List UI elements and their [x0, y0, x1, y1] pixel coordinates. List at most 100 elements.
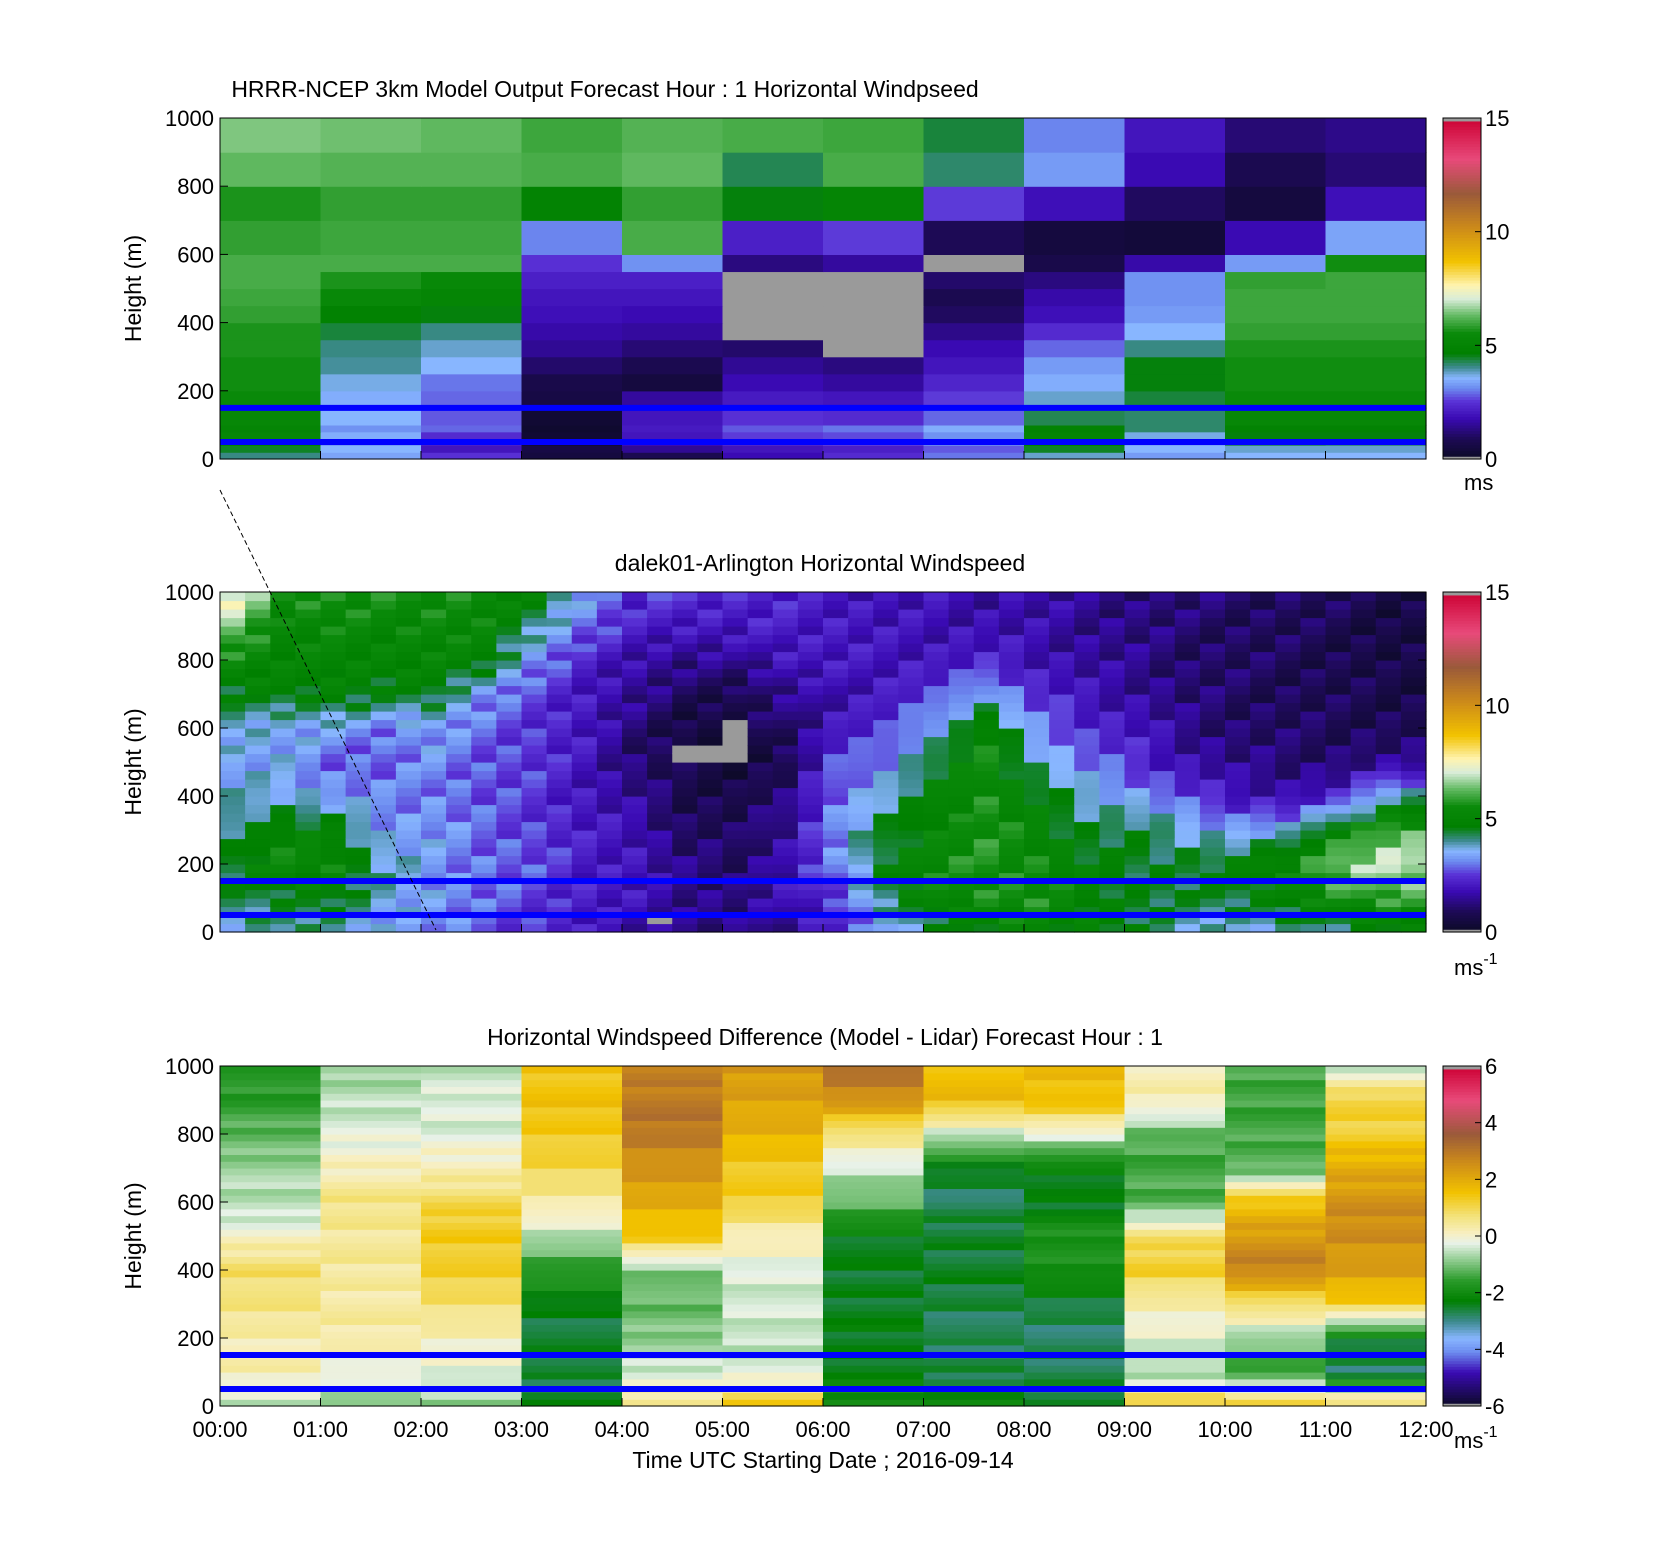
heatmap-cell	[1199, 592, 1226, 602]
heatmap-cell	[1225, 923, 1251, 933]
heatmap-cell	[1225, 1120, 1327, 1128]
heatmap-cell	[848, 906, 874, 916]
heatmap-cell	[722, 702, 749, 712]
heatmap-cell	[1124, 889, 1151, 899]
colorbar-segment	[1443, 796, 1481, 800]
heatmap-cell	[1074, 813, 1100, 823]
heatmap-cell	[823, 830, 849, 840]
heatmap-cell	[772, 923, 799, 933]
heatmap-cell	[521, 804, 548, 814]
heatmap-cell	[1024, 1181, 1126, 1189]
heatmap-cell	[1275, 702, 1301, 712]
heatmap-cell	[848, 796, 874, 806]
heatmap-cell	[395, 694, 422, 704]
heatmap-cell	[320, 1079, 422, 1087]
heatmap-cell	[1325, 1283, 1427, 1291]
heatmap-cell	[622, 1365, 724, 1373]
heatmap-cell	[772, 685, 799, 695]
heatmap-cell	[823, 1079, 925, 1087]
heatmap-cell	[1149, 796, 1176, 806]
colorbar-tick-label: 15	[1485, 106, 1509, 131]
heatmap-cell	[345, 906, 372, 916]
heatmap-cell	[948, 668, 975, 678]
heatmap-cell	[1350, 779, 1377, 789]
heatmap-cell	[1325, 1290, 1427, 1298]
heatmap-cell	[622, 1079, 724, 1087]
heatmap-cell	[923, 728, 950, 738]
heatmap-cell	[220, 651, 246, 661]
heatmap-cell	[823, 889, 849, 899]
heatmap-cell	[998, 770, 1025, 780]
heatmap-cell	[370, 711, 397, 721]
heatmap-cell	[1199, 634, 1226, 644]
colorbar-segment	[1443, 135, 1481, 139]
heatmap-cell	[1375, 923, 1402, 933]
colorbar-segment	[1443, 251, 1481, 255]
heatmap-cell	[1350, 906, 1377, 916]
heatmap-cell	[898, 804, 925, 814]
heatmap-cell	[1124, 1399, 1226, 1407]
colorbar-segment	[1443, 174, 1481, 179]
colorbar-segment	[1443, 1097, 1481, 1101]
heatmap-cell	[923, 872, 950, 882]
heatmap-cell	[521, 923, 548, 933]
heatmap-cell	[1174, 745, 1201, 755]
heatmap-cell	[973, 651, 1000, 661]
colorbar-segment	[1443, 231, 1481, 236]
heatmap-cell	[697, 796, 724, 806]
heatmap-cell	[320, 1304, 422, 1312]
heatmap-cell	[1325, 1256, 1427, 1264]
heatmap-cell	[1300, 838, 1327, 848]
heatmap-cell	[245, 830, 271, 840]
heatmap-cell	[823, 1093, 925, 1101]
heatmap-cell	[672, 813, 698, 823]
heatmap-cell	[722, 452, 824, 460]
heatmap-cell	[571, 600, 598, 610]
heatmap-cell	[848, 864, 874, 874]
heatmap-cell	[295, 728, 322, 738]
heatmap-cell	[1350, 762, 1377, 772]
heatmap-cell	[747, 779, 774, 789]
heatmap-cell	[546, 711, 573, 721]
heatmap-cell	[1099, 770, 1126, 780]
heatmap-cell	[697, 898, 724, 908]
heatmap-cell	[446, 677, 472, 687]
heatmap-cell	[1325, 431, 1427, 440]
heatmap-cell	[1375, 872, 1402, 882]
heatmap-cell	[546, 770, 573, 780]
colorbar-segment	[1443, 662, 1481, 667]
heatmap-cell	[1225, 719, 1251, 729]
heatmap-cell	[672, 668, 698, 678]
heatmap-cell	[521, 1140, 623, 1149]
colorbar-segment	[1443, 685, 1481, 689]
heatmap-cell	[923, 1392, 1025, 1400]
panel-lidar-reference-lines	[220, 878, 1426, 918]
colorbar-segment	[1443, 1397, 1481, 1401]
heatmap-cell	[772, 660, 799, 670]
heatmap-cell	[948, 830, 975, 840]
heatmap-cell	[496, 872, 523, 882]
heatmap-cell	[1325, 898, 1352, 908]
heatmap-cell	[747, 906, 774, 916]
heatmap-cell	[697, 881, 724, 891]
heatmap-cell	[471, 753, 497, 763]
colorbar-segment	[1443, 1315, 1481, 1319]
colorbar-tick-label: 5	[1485, 333, 1497, 358]
heatmap-cell	[1275, 787, 1301, 797]
colorbar-segment	[1443, 1185, 1481, 1189]
heatmap-cell	[948, 855, 975, 865]
heatmap-cell	[1199, 719, 1226, 729]
heatmap-cell	[370, 804, 397, 814]
heatmap-cell	[973, 736, 1000, 746]
heatmap-cell	[1300, 609, 1327, 619]
heatmap-cell	[1225, 592, 1251, 602]
heatmap-cell	[571, 855, 598, 865]
heatmap-cell	[1225, 1392, 1327, 1400]
heatmap-cell	[446, 864, 472, 874]
heatmap-cell	[1099, 685, 1126, 695]
heatmap-cell	[521, 356, 623, 375]
heatmap-cell	[873, 626, 899, 636]
heatmap-cell	[446, 753, 472, 763]
heatmap-cell	[1250, 626, 1276, 636]
colorbar-segment	[1443, 657, 1481, 661]
